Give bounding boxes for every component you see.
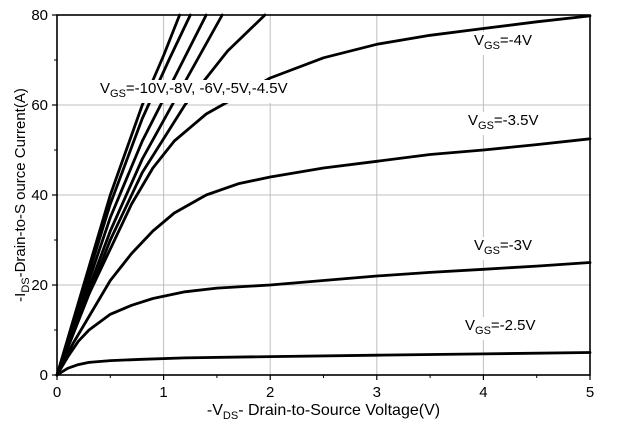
annotation-subscript: GS bbox=[484, 40, 500, 52]
x-tick-label-1: 1 bbox=[159, 384, 167, 401]
annotation-text: =-2.5V bbox=[490, 317, 536, 334]
annotation-text: =-3V bbox=[499, 237, 533, 254]
y-tick-label-40: 40 bbox=[31, 187, 48, 204]
x-tick-label-4: 4 bbox=[479, 384, 487, 401]
x-tick-label-2: 2 bbox=[266, 384, 274, 401]
y-axis-title-text: -Drain-to-S ource Current(A) bbox=[12, 88, 29, 278]
annotation-vgs-minus2p5v: VGS=-2.5V bbox=[463, 317, 538, 340]
annotation-vgs-minus3p5v: VGS=-3.5V bbox=[466, 112, 541, 135]
annotation-text: V bbox=[474, 237, 485, 254]
y-tick-label-80: 80 bbox=[31, 7, 48, 24]
x-axis-title-text: -V bbox=[206, 402, 223, 419]
annotation-text: =-3.5V bbox=[493, 112, 539, 129]
annotation-vgs-steep-curves: VGS=-10V,-8V, -6V,-5V,-4.5V bbox=[98, 80, 290, 103]
annotation-subscript: GS bbox=[110, 88, 126, 100]
y-tick-label-0: 0 bbox=[40, 367, 48, 384]
y-axis-title: -IDS-Drain-to-S ource Current(A) bbox=[12, 15, 32, 375]
annotation-text: V bbox=[100, 80, 111, 97]
annotation-subscript: GS bbox=[475, 325, 491, 337]
annotation-text: V bbox=[474, 32, 485, 49]
curve-vgs-3v bbox=[55, 261, 592, 377]
x-tick-label-5: 5 bbox=[586, 384, 594, 401]
curve-vgs-3.5v bbox=[55, 137, 592, 377]
annotation-text: =-10V,-8V, -6V,-5V,-4.5V bbox=[125, 80, 288, 97]
annotation-vgs-minus4v: VGS=-4V bbox=[472, 32, 535, 55]
x-axis-title-subscript: DS bbox=[222, 410, 239, 423]
x-axis-title-text: - Drain-to-Source Voltage(V) bbox=[238, 402, 441, 419]
y-tick-label-20: 20 bbox=[31, 277, 48, 294]
annotation-subscript: GS bbox=[478, 120, 494, 132]
curve-vgs-2.5v bbox=[55, 351, 592, 377]
annotation-subscript: GS bbox=[484, 245, 500, 257]
annotation-text: V bbox=[468, 112, 479, 129]
x-tick-label-3: 3 bbox=[373, 384, 381, 401]
annotation-text: V bbox=[465, 317, 476, 334]
curve-vgs-4v bbox=[55, 14, 592, 377]
annotation-vgs-minus3v: VGS=-3V bbox=[472, 237, 535, 260]
y-axis-title-subscript: DS bbox=[20, 277, 32, 293]
x-tick-label-0: 0 bbox=[53, 384, 61, 401]
y-tick-label-60: 60 bbox=[31, 97, 48, 114]
annotation-text: =-4V bbox=[499, 32, 533, 49]
x-axis-title: -VDS- Drain-to-Source Voltage(V) bbox=[57, 402, 590, 422]
y-axis-title-text: -I bbox=[12, 292, 29, 302]
